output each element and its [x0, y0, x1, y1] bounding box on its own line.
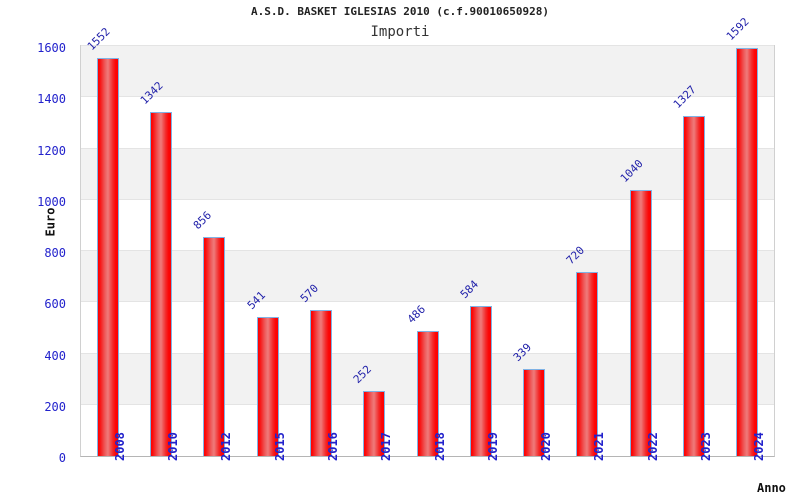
x-tick-label: 2012: [219, 432, 234, 461]
bar[interactable]: [576, 271, 599, 456]
background-band: [81, 148, 774, 200]
bar[interactable]: [203, 236, 226, 456]
x-tick-label: 2008: [112, 432, 127, 461]
plot-area: 1552 1342 856 541 570 252 486 584 339 720 1040 1327…: [80, 15, 775, 457]
bar[interactable]: [469, 306, 492, 456]
y-tick-label: 1200: [37, 143, 66, 158]
y-axis-ticks: 0 200 400 600 800 1000 1200 1400 1600: [0, 41, 74, 465]
bar[interactable]: [736, 48, 759, 456]
background-band: [81, 251, 774, 303]
gridline: [81, 250, 774, 251]
x-axis-ticks: 2008 2010 2012 2015 2016 2017 2018 2019 2020 2021…: [80, 432, 775, 500]
y-tick-label: 600: [44, 297, 66, 312]
x-tick-label: 2010: [165, 432, 180, 461]
bar[interactable]: [96, 58, 119, 456]
y-tick-label: 800: [44, 246, 66, 260]
bar-value-label: 486: [404, 303, 428, 327]
bar[interactable]: [363, 391, 386, 456]
bar[interactable]: [523, 369, 546, 456]
bar-value-label: 856: [191, 208, 215, 232]
y-tick-label: 200: [44, 399, 66, 414]
x-tick-label: 2015: [272, 432, 287, 461]
gridline: [81, 147, 774, 149]
x-tick-label: 2023: [699, 432, 714, 461]
x-tick-label: 2017: [379, 432, 394, 461]
gridline: [81, 198, 774, 200]
y-axis-label: Euro: [43, 207, 58, 237]
x-tick-label: 2022: [645, 432, 660, 461]
x-axis-label: Anno: [757, 481, 786, 495]
bar[interactable]: [629, 189, 652, 456]
chart-title: A.S.D. BASKET IGLESIAS 2010 (c.f.9001065…: [250, 5, 549, 18]
x-tick-label: 2016: [325, 432, 340, 461]
y-tick-label: 0: [58, 451, 66, 465]
gridline: [81, 45, 774, 46]
bar[interactable]: [683, 115, 706, 456]
bar[interactable]: [256, 317, 279, 456]
bar[interactable]: [416, 331, 439, 456]
gridline: [81, 96, 774, 98]
bar[interactable]: [309, 309, 332, 456]
x-tick-label: 2024: [752, 432, 767, 461]
bar[interactable]: [149, 112, 172, 456]
y-tick-label: 1600: [37, 41, 66, 55]
gridline: [81, 301, 774, 303]
y-tick-label: 400: [44, 348, 66, 363]
x-tick-label: 2018: [432, 432, 447, 461]
background-band: [81, 46, 774, 98]
chart-subtitle: Importi: [370, 24, 430, 40]
x-tick-label: 2020: [539, 432, 554, 461]
x-tick-label: 2021: [592, 432, 607, 461]
y-tick-label: 1400: [37, 92, 66, 107]
x-tick-label: 2019: [485, 432, 500, 461]
y-tick-label: 1000: [37, 194, 66, 209]
